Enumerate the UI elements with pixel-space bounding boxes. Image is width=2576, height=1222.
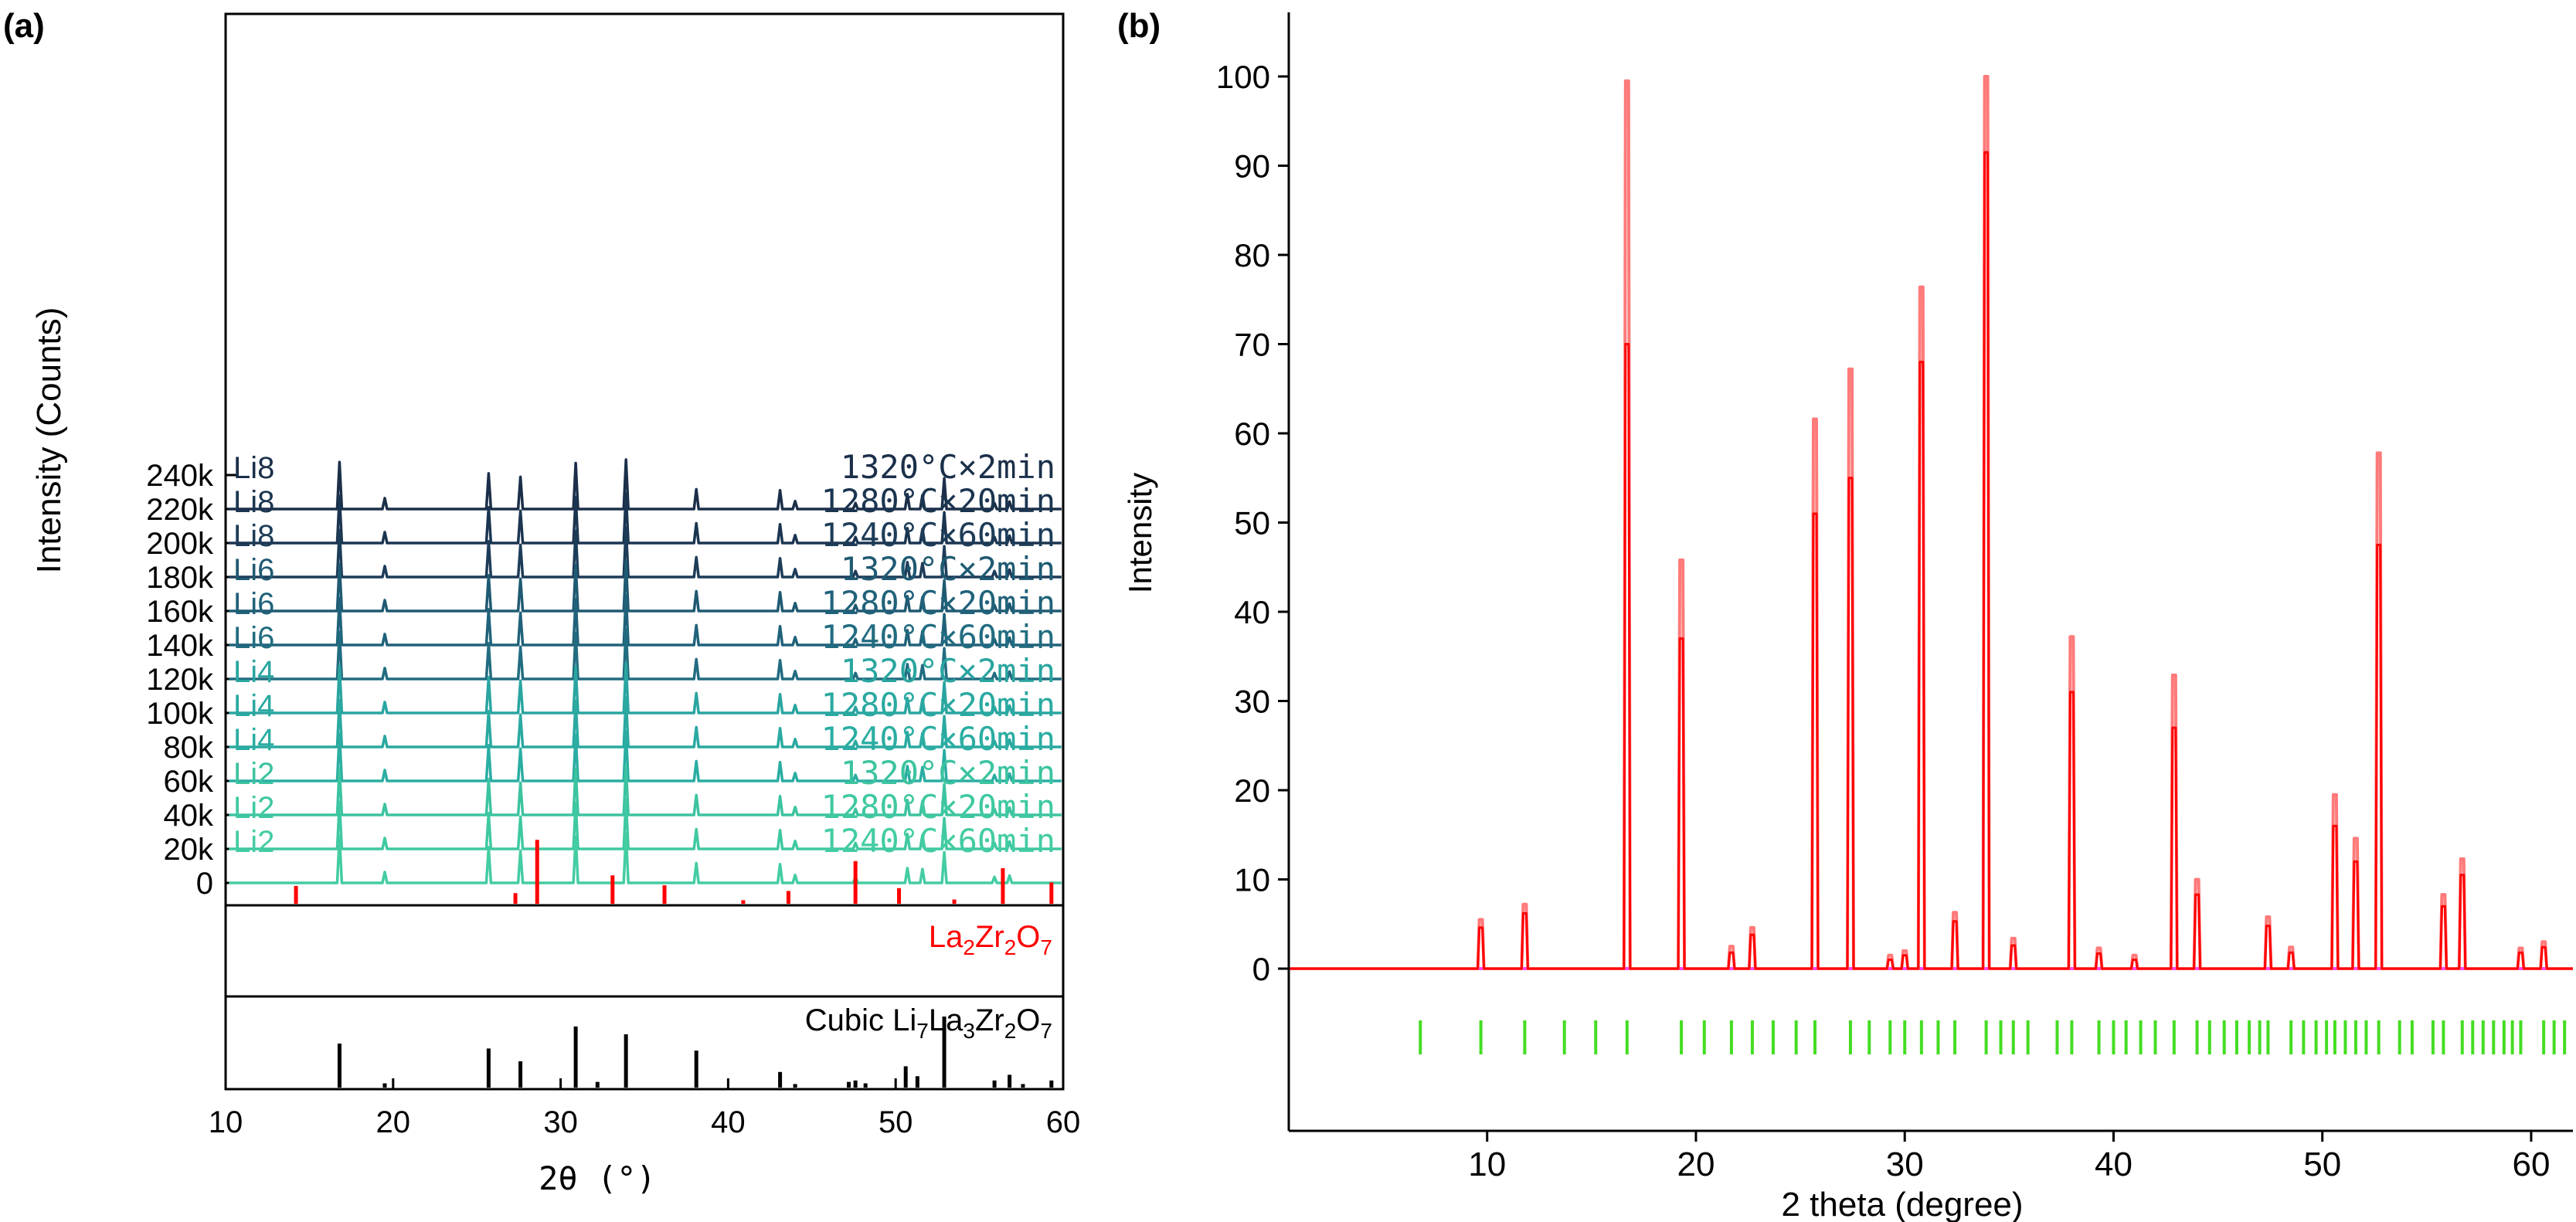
xrd-trace-li4	[229, 696, 1062, 748]
xrd-trace-li8	[229, 492, 1062, 545]
panel-a-x-tick-label: 50	[878, 1105, 913, 1139]
calculated-pattern	[1289, 151, 2573, 970]
panel-b-x-tick-labels: 10 20 30 40 50 60	[1468, 1131, 2550, 1183]
trace-sample-label: Li4	[233, 723, 274, 757]
xrd-trace-li6	[229, 594, 1062, 647]
panel-b-x-tick-label: 60	[2512, 1146, 2550, 1183]
cubic-llzo-label: Cubic Li7La3Zr2O7	[805, 1003, 1052, 1043]
panel-b-x-tick-label: 30	[1886, 1146, 1924, 1183]
trace-condition-label: 1280°C×20min	[821, 788, 1055, 826]
trace-sample-label: Li2	[233, 825, 274, 859]
panel-a-y-tick-label: 40k	[164, 799, 214, 833]
panel-a-x-tick-label: 40	[711, 1105, 746, 1139]
panel-a-y-tick-label: 140k	[146, 629, 214, 663]
trace-condition-label: 1240°C×60min	[821, 822, 1055, 860]
xrd-trace-li2	[229, 798, 1062, 850]
panel-b-y-tick-label: 60	[1234, 416, 1270, 452]
panel-b-y-tick-label: 30	[1234, 684, 1270, 720]
panel-a-x-tick-label: 10	[209, 1105, 243, 1139]
panel-b-x-tick-label: 40	[2095, 1146, 2133, 1183]
panel-a-y-tick-label: 60k	[164, 765, 214, 799]
panel-a-la2zr2o7-reference	[294, 840, 1054, 904]
xrd-trace-li2	[229, 832, 1062, 884]
panel-b-calculated-pattern	[1289, 151, 2573, 970]
trace-condition-label: 1320°C×2min	[841, 550, 1055, 588]
panel-a-y-tick-label: 200k	[146, 527, 214, 561]
panel-b-x-tick-label: 20	[1677, 1146, 1715, 1183]
panel-a-x-tick-label: 60	[1046, 1105, 1081, 1139]
panel-a-y-tick-label: 220k	[146, 493, 214, 527]
panel-b-y-tick-label: 50	[1234, 505, 1270, 541]
trace-condition-label: 1280°C×20min	[821, 686, 1055, 724]
panel-b-y-tick-label: 100	[1216, 59, 1270, 95]
panel-b-x-tick-label: 10	[1468, 1146, 1506, 1183]
panel-b-y-tick-label: 20	[1234, 772, 1270, 809]
xrd-trace-li8	[229, 458, 1062, 511]
panel-b-x-tick-label: 50	[2303, 1146, 2341, 1183]
panel-a-label: (a)	[3, 7, 45, 45]
panel-b-y-axis-title: Intensity	[1122, 473, 1158, 593]
la2zr2o7-label: La2Zr2O7	[929, 920, 1052, 959]
panel-a-x-axis-title: 2θ (°)	[539, 1159, 656, 1197]
trace-condition-label: 1320°C×2min	[841, 652, 1055, 690]
panel-b-y-tick-label: 90	[1234, 148, 1270, 185]
xrd-trace-li4	[229, 730, 1062, 782]
trace-sample-label: Li4	[233, 689, 274, 723]
panel-b-bragg-ticks	[1419, 1020, 2567, 1054]
panel-a: (a) Intensity (Counts) 2θ (°) 020k40k60k…	[3, 7, 1080, 1197]
trace-condition-label: 1240°C×60min	[821, 720, 1055, 758]
panel-a-x-tick-label: 20	[376, 1105, 411, 1139]
xrd-trace-li6	[229, 560, 1062, 613]
panel-b-y-tick-label: 40	[1234, 594, 1270, 630]
panel-a-x-tick-label: 30	[543, 1105, 578, 1139]
trace-condition-label: 1240°C×60min	[821, 516, 1055, 554]
panel-b-y-tick-label: 70	[1234, 327, 1270, 363]
panel-a-y-tick-label: 180k	[146, 561, 214, 595]
panel-a-y-axis-title: Intensity (Counts)	[30, 307, 68, 574]
panel-b-label: (b)	[1117, 7, 1161, 45]
panel-a-y-tick-label: 240k	[146, 459, 214, 493]
trace-sample-label: Li8	[233, 519, 274, 553]
panel-b-y-tick-label: 10	[1234, 862, 1270, 898]
trace-condition-label: 1280°C×20min	[821, 584, 1055, 622]
trace-sample-label: Li6	[233, 587, 274, 621]
trace-condition-label: 1320°C×2min	[841, 448, 1055, 486]
xrd-trace-li4	[229, 662, 1062, 715]
trace-condition-label: 1240°C×60min	[821, 618, 1055, 656]
panel-b-y-tick-label: 80	[1234, 237, 1270, 273]
panel-a-cubic-llzo-reference	[337, 1017, 1054, 1088]
trace-condition-label: 1280°C×20min	[821, 482, 1055, 520]
panel-b: (b) Intensity 2 theta (degree) 0 10 20 30 40…	[1117, 7, 2573, 1222]
panel-a-frame	[224, 12, 1065, 1091]
trace-sample-label: Li6	[233, 553, 274, 587]
trace-sample-label: Li2	[233, 791, 274, 825]
panel-b-y-tick-label: 0	[1252, 951, 1270, 987]
panel-a-y-tick-label: 120k	[146, 663, 214, 697]
panel-a-y-tick-label: 100k	[146, 697, 214, 731]
panel-a-xrd-traces	[229, 458, 1062, 884]
panel-b-y-tick-labels: 0 10 20 30 40 50 60 70 80 90 100	[1216, 59, 1289, 987]
panel-a-x-tick-labels: 10 20 30 40 50 60	[209, 1078, 1081, 1139]
panel-a-y-tick-label: 0	[196, 867, 213, 901]
panel-b-x-axis-title: 2 theta (degree)	[1781, 1186, 2023, 1222]
xrd-trace-li2	[229, 764, 1062, 816]
panel-a-trace-labels: Li8 1320°C×2min Li8 1280°C×20min Li8 1240°C×6…	[233, 448, 1055, 860]
xrd-trace-li6	[229, 628, 1062, 681]
trace-condition-label: 1320°C×2min	[841, 754, 1055, 792]
trace-sample-label: Li8	[233, 451, 274, 485]
xrd-trace-li8	[229, 526, 1062, 579]
panel-a-y-tick-label: 80k	[164, 731, 214, 765]
trace-sample-label: Li2	[233, 757, 274, 791]
panel-a-y-tick-label: 20k	[164, 833, 214, 867]
trace-sample-label: Li6	[233, 621, 274, 655]
panel-a-y-tick-label: 160k	[146, 595, 214, 629]
trace-sample-label: Li8	[233, 485, 274, 519]
panel-a-y-tick-labels: 020k40k60k80k100k120k140k160k180k200k220…	[146, 459, 236, 901]
trace-sample-label: Li4	[233, 655, 274, 689]
